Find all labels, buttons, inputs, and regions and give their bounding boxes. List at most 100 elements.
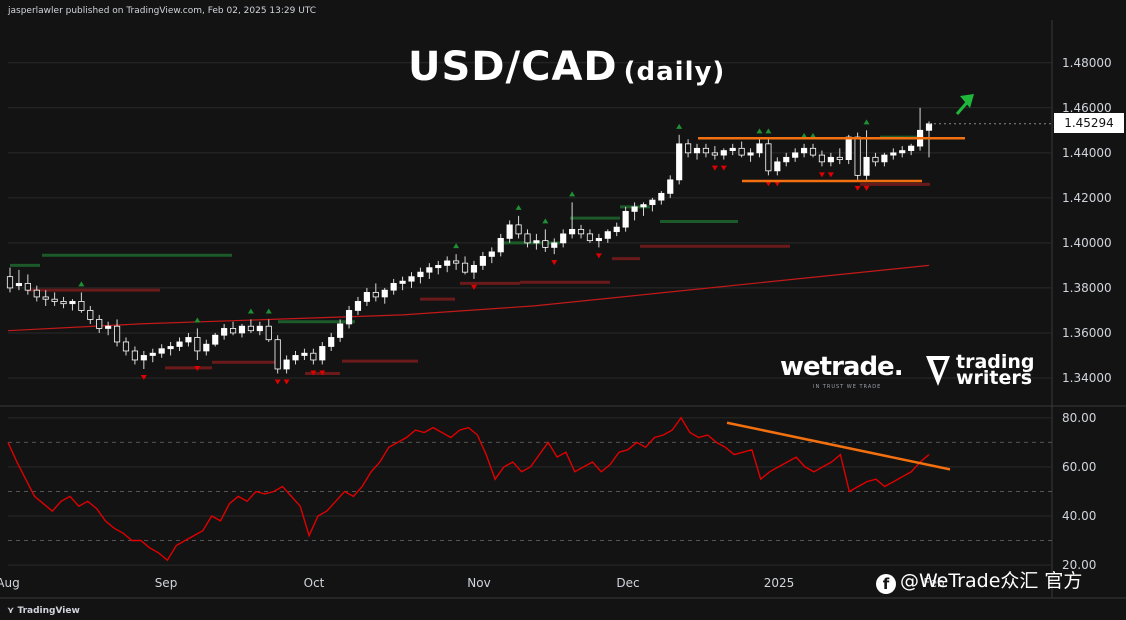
candle-body-up xyxy=(470,265,478,273)
publisher-header: jasperlawler published on TradingView.co… xyxy=(8,6,317,16)
candle xyxy=(426,263,433,279)
candle-body-up xyxy=(354,301,362,311)
candle xyxy=(15,269,22,291)
candle xyxy=(461,256,469,275)
fractal-down-arrow xyxy=(774,181,781,187)
candle-body-up xyxy=(435,265,442,269)
candle-body-up xyxy=(676,143,683,181)
candle-body-down xyxy=(131,350,138,361)
candle xyxy=(301,348,308,360)
candle-body-down xyxy=(96,319,103,329)
candle-body-up xyxy=(479,256,486,266)
candle-body-down xyxy=(453,260,460,264)
chart-title: USD/CAD (daily) xyxy=(408,44,725,90)
time-tick-label: Feb xyxy=(923,576,944,590)
trading-writers-line1: trading xyxy=(956,351,1035,373)
rsi-line xyxy=(7,416,930,562)
candle xyxy=(595,233,602,248)
candle-body-up xyxy=(783,156,790,163)
candle-body-down xyxy=(854,136,861,176)
candle xyxy=(649,197,656,212)
candle-body-up xyxy=(613,226,620,233)
candle xyxy=(229,321,237,336)
candle-body-down xyxy=(113,325,121,343)
tradingview-logo: ⋎ TradingView xyxy=(7,606,80,616)
candle xyxy=(69,299,76,311)
rsi-trendline xyxy=(726,421,951,471)
fractal-down-arrow xyxy=(595,253,602,259)
candle-body-up xyxy=(319,346,326,361)
candle-body-up xyxy=(801,147,808,154)
price-tick-label: 1.42000 xyxy=(1062,191,1112,205)
candle-body-down xyxy=(247,325,254,332)
candle xyxy=(176,337,183,351)
fractal-up-arrow xyxy=(78,281,85,287)
candle xyxy=(87,305,94,324)
candle xyxy=(140,350,147,369)
candle-body-up xyxy=(149,352,156,356)
candle-body-up xyxy=(69,301,76,305)
candle xyxy=(569,202,576,239)
candle-body-down xyxy=(60,301,67,305)
candle xyxy=(453,254,460,270)
candle xyxy=(827,152,834,167)
candle-body-up xyxy=(238,325,246,334)
candle xyxy=(274,335,281,374)
candle xyxy=(488,247,495,264)
candle-body-up xyxy=(667,179,674,194)
candle-body-up xyxy=(569,228,576,235)
candle xyxy=(667,175,674,198)
candle xyxy=(792,148,799,162)
candle-body-down xyxy=(586,233,594,242)
candle xyxy=(479,251,486,270)
candle xyxy=(328,332,335,351)
time-tick-label: Aug xyxy=(0,576,20,590)
candle-body-up xyxy=(140,355,147,361)
time-tick-label: Sep xyxy=(155,576,178,590)
candle xyxy=(203,339,210,356)
candle xyxy=(515,215,522,239)
candle-body-up xyxy=(890,152,897,156)
candle-body-down xyxy=(461,262,469,273)
candle-body-up xyxy=(488,251,495,257)
fractal-up-arrow xyxy=(756,128,763,134)
candle xyxy=(105,321,112,336)
candle-body-up xyxy=(774,161,781,172)
moving-average-line xyxy=(7,264,930,332)
candle-body-down xyxy=(818,154,826,163)
candle-body-up xyxy=(827,156,834,163)
chart-title-main: USD/CAD xyxy=(408,44,618,90)
tradingview-label: TradingView xyxy=(17,606,80,616)
candle-body-up xyxy=(622,210,629,228)
candle-body-up xyxy=(399,280,406,284)
price-tick-label: 1.38000 xyxy=(1062,281,1112,295)
candle xyxy=(783,152,790,167)
candle xyxy=(256,321,263,336)
candle-body-up xyxy=(381,289,388,298)
candle-body-down xyxy=(836,156,843,160)
candle xyxy=(310,348,317,365)
candle-body-up xyxy=(426,267,433,273)
fractal-up-arrow xyxy=(676,123,683,129)
candle xyxy=(158,344,165,358)
trading-writers-line2: writers xyxy=(956,367,1033,389)
candle-body-down xyxy=(265,325,272,341)
candle xyxy=(283,355,290,374)
candle xyxy=(542,229,549,252)
candle xyxy=(631,202,638,221)
candle-body-up xyxy=(292,355,299,361)
candle-body-up xyxy=(105,325,112,329)
fractal-up-arrow xyxy=(801,132,808,138)
candle-body-up xyxy=(899,150,906,154)
candle xyxy=(836,148,843,165)
candle-body-down xyxy=(78,301,85,311)
candle xyxy=(640,202,647,216)
candle-body-up xyxy=(167,346,174,350)
candle xyxy=(711,146,718,160)
trading-writers-logo: trading writers xyxy=(956,351,1035,389)
candle xyxy=(194,328,201,360)
candle xyxy=(33,285,40,302)
candle xyxy=(131,346,138,365)
candle xyxy=(747,148,754,162)
candle xyxy=(720,148,727,160)
